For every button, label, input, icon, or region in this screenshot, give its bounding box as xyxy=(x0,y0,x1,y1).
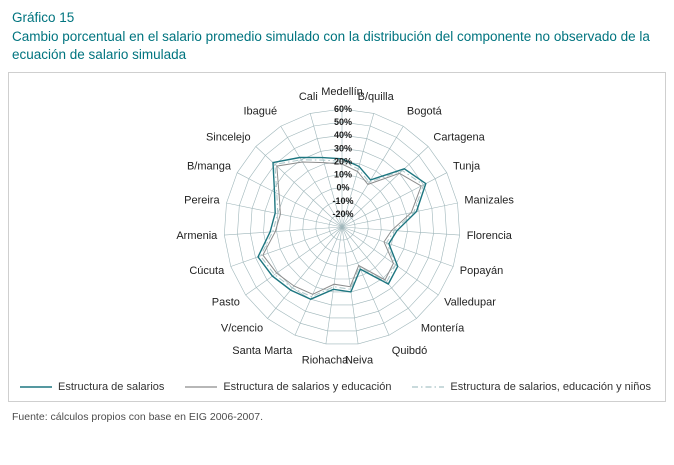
grid-spoke xyxy=(226,203,343,228)
grid-spoke xyxy=(341,113,375,228)
grid-spoke xyxy=(280,126,343,228)
category-label: Manizales xyxy=(464,195,514,207)
category-label: Pereira xyxy=(184,195,220,207)
radial-tick-label: 40% xyxy=(334,131,352,141)
category-label: B/manga xyxy=(187,161,232,173)
category-label: V/cencio xyxy=(221,323,263,335)
category-label: Montería xyxy=(421,323,465,335)
category-label: Cartagena xyxy=(433,132,485,144)
source-note: Fuente: cálculos propios con base en EIG… xyxy=(12,411,263,424)
grid-ring xyxy=(302,187,382,267)
legend-line-dashdot-icon xyxy=(412,386,445,389)
grid-ring xyxy=(315,200,369,254)
grid-ring xyxy=(223,109,461,345)
grid-spoke xyxy=(267,227,343,320)
grid-spoke xyxy=(237,172,343,228)
radar-svg: -20% -10% 0% 10% 20% 30% 40% 50% 60% MedellínB/qu… xyxy=(176,86,514,367)
series-line-2 xyxy=(262,161,422,296)
grid-spoke xyxy=(224,227,343,236)
series-line-1 xyxy=(257,157,427,301)
legend-item: Estructura de salarios, educación y niño… xyxy=(411,381,651,393)
figure-number: Gráfico 15 xyxy=(12,10,75,25)
grid-spoke xyxy=(245,227,343,296)
legend-item: Estructura de salarios y educación xyxy=(184,381,391,393)
grid-spoke xyxy=(341,146,429,228)
grid-spoke xyxy=(230,227,343,268)
page-title: Cambio porcentual en el salario promedio… xyxy=(12,29,650,63)
category-label: B/quilla xyxy=(358,91,395,103)
radar-chart: -20% -10% 0% 10% 20% 30% 40% 50% 60% Medellín B/qu… xyxy=(13,77,669,377)
radial-tick-label: 20% xyxy=(334,157,352,167)
grid-spoke xyxy=(309,113,343,228)
category-label: Riohacha xyxy=(302,355,349,367)
grid-ring xyxy=(328,214,356,241)
radial-tick-label: -20% xyxy=(332,209,353,219)
grid-spoke xyxy=(341,227,390,336)
radial-tick-label: 0% xyxy=(336,183,349,193)
grid-ring xyxy=(289,174,395,280)
grid-spoke xyxy=(294,227,343,336)
radial-tick-label: 10% xyxy=(334,170,352,180)
legend-label: Estructura de salarios, educación y niño… xyxy=(450,381,651,394)
category-label: Sincelejo xyxy=(206,132,251,144)
grid-ring xyxy=(250,135,434,319)
radial-tick-label: 50% xyxy=(334,118,352,128)
category-label: Medellín xyxy=(321,86,363,98)
radial-tick-label: -10% xyxy=(332,196,353,206)
category-label: Neiva xyxy=(345,355,374,367)
category-label: Cali xyxy=(299,91,318,103)
category-label: Quibdó xyxy=(392,345,427,357)
category-label: Bogotá xyxy=(407,106,443,118)
grid-spoke xyxy=(341,203,458,228)
category-label: Ibagué xyxy=(243,106,277,118)
series-line-3 xyxy=(259,159,425,298)
category-label: Cúcuta xyxy=(189,265,225,277)
grid-spoke xyxy=(341,227,417,320)
grid-spoke xyxy=(341,227,359,345)
legend-label: Estructura de salarios y educación xyxy=(223,381,392,394)
grid-spoke xyxy=(341,126,404,228)
radial-tick-label: 30% xyxy=(334,144,352,154)
grid-spoke xyxy=(341,227,454,268)
grid-spoke xyxy=(255,146,343,228)
category-label: Florencia xyxy=(467,230,513,242)
legend-item: Estructura de salarios xyxy=(19,381,164,393)
legend-line-solid-gray-icon xyxy=(185,386,218,389)
legend-label: Estructura de salarios xyxy=(58,381,165,394)
category-label: Santa Marta xyxy=(232,345,293,357)
legend-line-solid-teal-icon xyxy=(20,386,52,389)
category-label: Tunja xyxy=(453,161,481,173)
grid-spoke xyxy=(341,227,460,236)
grid-ring xyxy=(276,161,408,293)
chart-header: Gráfico 15 Cambio porcentual en el salar… xyxy=(0,0,674,64)
grid-spoke xyxy=(341,227,439,296)
chart-container: -20% -10% 0% 10% 20% 30% 40% 50% 60% Medellín B/qu… xyxy=(8,72,669,403)
category-label: Pasto xyxy=(212,297,240,309)
category-label: Armenia xyxy=(176,230,218,242)
radial-tick-label: 60% xyxy=(334,104,352,114)
category-label: Popayán xyxy=(460,265,503,277)
grid-spoke xyxy=(325,227,343,345)
grid-spoke xyxy=(341,172,447,228)
category-label: Valledupar xyxy=(444,297,496,309)
chart-legend: Estructura de salarios Estructura de sal… xyxy=(13,377,661,395)
grid-ring xyxy=(237,122,447,332)
